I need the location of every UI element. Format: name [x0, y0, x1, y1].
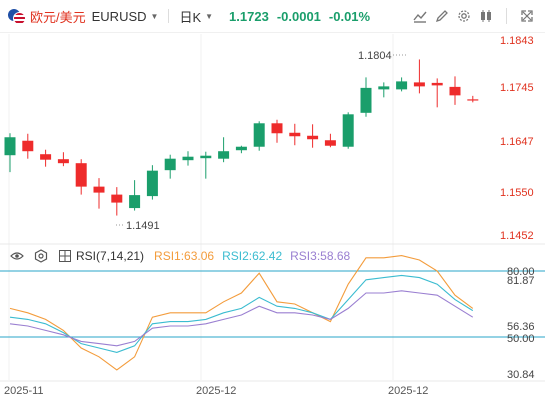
divider: [168, 9, 170, 23]
rsi-axis-label: 81.87: [507, 275, 535, 287]
candle-body: [467, 99, 479, 101]
date-label: 2025-12: [388, 385, 428, 397]
gear-icon[interactable]: [454, 7, 474, 25]
candle-body: [129, 195, 141, 209]
pencil-icon[interactable]: [432, 7, 452, 25]
settings-hex-icon[interactable]: [34, 249, 48, 263]
candle-body: [342, 114, 354, 147]
rsi-axis-label: 30.84: [507, 369, 535, 381]
candle-body: [324, 140, 336, 146]
indicator-name[interactable]: RSI(7,14,21): [76, 249, 145, 263]
candle-body: [164, 158, 176, 171]
symbol-name-cn[interactable]: 欧元/美元: [30, 9, 86, 25]
toolbar: [410, 7, 537, 25]
candle-body: [307, 135, 319, 140]
price-axis-label: 1.1843: [500, 35, 534, 47]
rsi-axis-label: 56.36: [507, 321, 535, 333]
eye-icon[interactable]: [10, 249, 24, 263]
rsi1-value: RSI1:63.06: [154, 249, 215, 263]
rsi-axis-label: 80.00: [507, 266, 535, 278]
date-label: 2025-12: [196, 385, 236, 397]
rsi-line-rsi3: [9, 290, 474, 347]
period-dropdown-icon[interactable]: ▼: [205, 11, 214, 21]
candle-body: [431, 82, 443, 86]
price-axis-label: 1.1550: [500, 187, 534, 199]
price-axis-label: 1.1452: [500, 230, 534, 242]
price-change: -0.0001: [276, 8, 321, 24]
grid-icon[interactable]: [58, 249, 72, 263]
scissors-icon[interactable]: [476, 7, 496, 25]
period-selector[interactable]: 日K: [179, 9, 202, 25]
candle-body: [40, 154, 52, 160]
candle-body: [271, 123, 283, 134]
toolbar-divider: [506, 8, 507, 24]
chart-header: 欧元/美元 EURUSD ▼ 日K ▼ 1.1723 -0.0001 -0.01…: [0, 0, 545, 33]
price-axis-label: 1.1647: [500, 136, 534, 148]
currency-flag-icon: [8, 8, 26, 25]
rsi-line-rsi1: [9, 255, 474, 371]
candle-body: [146, 170, 158, 197]
symbol-dropdown-icon[interactable]: ▼: [150, 11, 159, 21]
candle-body: [57, 159, 69, 164]
price-axis-label: 1.1745: [500, 82, 534, 94]
expand-icon[interactable]: [517, 7, 537, 25]
candle-body: [253, 123, 265, 147]
low-annotation: 1.1491: [126, 220, 160, 232]
candle-body: [396, 81, 408, 90]
rsi-axis-label: 50.00: [507, 333, 535, 345]
candle-body: [218, 151, 230, 159]
candle-body: [378, 86, 390, 90]
last-price: 1.1723: [229, 8, 269, 24]
price-change-percent: -0.01%: [328, 8, 371, 24]
ruler-icon[interactable]: [410, 7, 430, 25]
candle-body: [289, 132, 301, 137]
indicator-bar: RSI(7,14,21) RSI1:63.06 RSI2:62.42 RSI3:…: [0, 246, 545, 266]
candle-body: [449, 86, 461, 96]
high-annotation: 1.1804: [358, 50, 392, 62]
candle-body: [4, 137, 16, 156]
candle-body: [200, 155, 212, 159]
candle-body: [22, 140, 34, 152]
rsi-line-rsi2: [9, 274, 474, 353]
rsi2-value: RSI2:62.42: [222, 249, 283, 263]
candle-body: [75, 163, 87, 187]
symbol-code[interactable]: EURUSD: [91, 8, 147, 24]
date-label: 2025-11: [4, 385, 44, 397]
candle-body: [93, 186, 105, 193]
candle-body: [182, 156, 194, 161]
candle-body: [235, 146, 247, 151]
candle-body: [413, 82, 425, 87]
candle-body: [360, 87, 372, 113]
candle-body: [111, 194, 123, 203]
rsi3-value: RSI3:58.68: [290, 249, 351, 263]
